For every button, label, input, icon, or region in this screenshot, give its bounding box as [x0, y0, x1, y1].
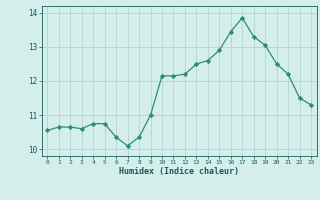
- X-axis label: Humidex (Indice chaleur): Humidex (Indice chaleur): [119, 167, 239, 176]
